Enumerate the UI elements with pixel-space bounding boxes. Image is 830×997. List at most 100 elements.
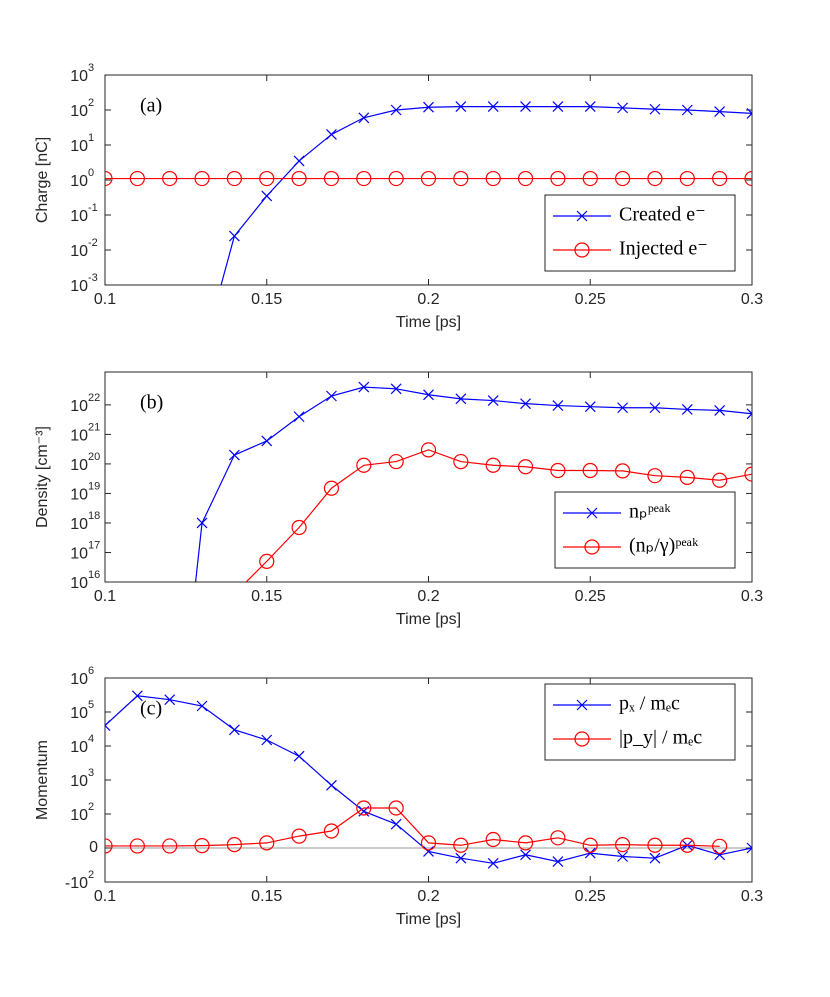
marker-x (293, 155, 305, 167)
marker-x (423, 845, 434, 857)
legend-label: nₚᵖᵉᵃᵏ (629, 501, 671, 523)
marker-o (291, 828, 307, 844)
marker-o (582, 170, 598, 187)
marker-o (517, 459, 534, 475)
legend-box (544, 683, 736, 761)
marker-x (131, 690, 143, 702)
marker-x (455, 852, 467, 864)
y-tick-exp: 3 (88, 62, 94, 74)
marker-o (356, 800, 372, 816)
marker-x (649, 103, 661, 115)
marker-x (228, 449, 240, 461)
marker-x (390, 383, 402, 395)
marker-o (582, 837, 598, 853)
marker-o (323, 823, 340, 839)
marker-o (129, 170, 145, 187)
y-tick-label: 10 (70, 398, 88, 415)
marker-x (584, 101, 596, 113)
marker-o (574, 731, 590, 747)
y-tick-exp: 19 (88, 480, 100, 492)
x-tick-label: 0.3 (741, 888, 763, 905)
marker-x (520, 101, 531, 113)
marker-o (614, 170, 631, 187)
marker-x (261, 734, 273, 746)
legend-box (554, 491, 736, 569)
plot-area (105, 101, 752, 360)
y-tick-exp: -3 (88, 272, 98, 284)
y-tick-exp: 2 (88, 801, 94, 813)
marker-x (584, 401, 596, 413)
marker-x (164, 694, 176, 706)
marker-o (485, 457, 501, 473)
y-tick-exp: 2 (88, 869, 94, 881)
y-tick-label: 10 (70, 739, 88, 756)
marker-x (455, 101, 467, 113)
y-tick-label: 10 (70, 243, 88, 260)
marker-o (259, 553, 275, 569)
marker-x (617, 102, 629, 114)
plot-area (105, 690, 752, 869)
marker-x (293, 411, 305, 423)
marker-o (227, 587, 241, 601)
y-tick-label: 10 (70, 773, 88, 790)
y-tick-label: 10 (70, 575, 88, 592)
x-tick-label: 0.25 (575, 588, 606, 605)
marker-o (420, 170, 437, 187)
marker-o (647, 170, 663, 187)
marker-x (520, 398, 531, 410)
marker-o (162, 170, 178, 187)
series-line (245, 449, 752, 582)
y-tick-exp: 22 (88, 392, 100, 404)
marker-o (420, 442, 437, 458)
y-tick-label: 10 (70, 173, 88, 190)
marker-x (196, 700, 208, 712)
plot-area (194, 381, 752, 601)
panel-label: (c) (140, 698, 162, 720)
y-tick-exp: -2 (88, 237, 98, 249)
marker-o (388, 170, 404, 187)
legend-box (544, 194, 736, 272)
marker-x (423, 101, 434, 113)
marker-o (453, 170, 469, 187)
marker-x (714, 849, 726, 861)
marker-x (714, 404, 726, 416)
marker-x (552, 400, 564, 411)
marker-x (228, 230, 240, 242)
marker-x (681, 104, 693, 116)
marker-o (614, 463, 631, 479)
marker-x (326, 390, 337, 402)
x-tick-label: 0.2 (417, 291, 439, 308)
y-tick-exp: 2 (88, 97, 94, 109)
y-tick-label: 10 (70, 208, 88, 225)
y-tick-label: 10 (70, 546, 88, 563)
marker-o (647, 468, 663, 484)
marker-o (485, 831, 501, 848)
y-tick-label: 10 (70, 807, 88, 824)
marker-o (647, 837, 663, 853)
marker-o (105, 838, 113, 854)
x-axis-label: Time [ps] (396, 611, 461, 628)
y-tick-exp: 21 (88, 421, 100, 433)
marker-x (358, 112, 370, 124)
marker-x (261, 190, 273, 202)
marker-o (679, 170, 695, 187)
marker-o (744, 170, 752, 187)
y-tick-label: 10 (70, 516, 88, 533)
marker-o (712, 472, 728, 488)
marker-x (552, 101, 564, 113)
marker-o (744, 466, 752, 482)
legend-label: Created e⁻ (619, 204, 706, 226)
marker-o (356, 457, 372, 473)
marker-o (584, 539, 600, 555)
marker-o (105, 170, 113, 187)
marker-o (162, 838, 178, 854)
x-tick-label: 0.15 (251, 888, 282, 905)
marker-x (423, 389, 434, 401)
marker-o (226, 836, 242, 853)
marker-x (649, 852, 661, 864)
y-tick-exp: 3 (88, 767, 94, 779)
marker-x (197, 350, 207, 360)
marker-o (679, 837, 695, 853)
y-tick-exp: -1 (88, 202, 98, 214)
